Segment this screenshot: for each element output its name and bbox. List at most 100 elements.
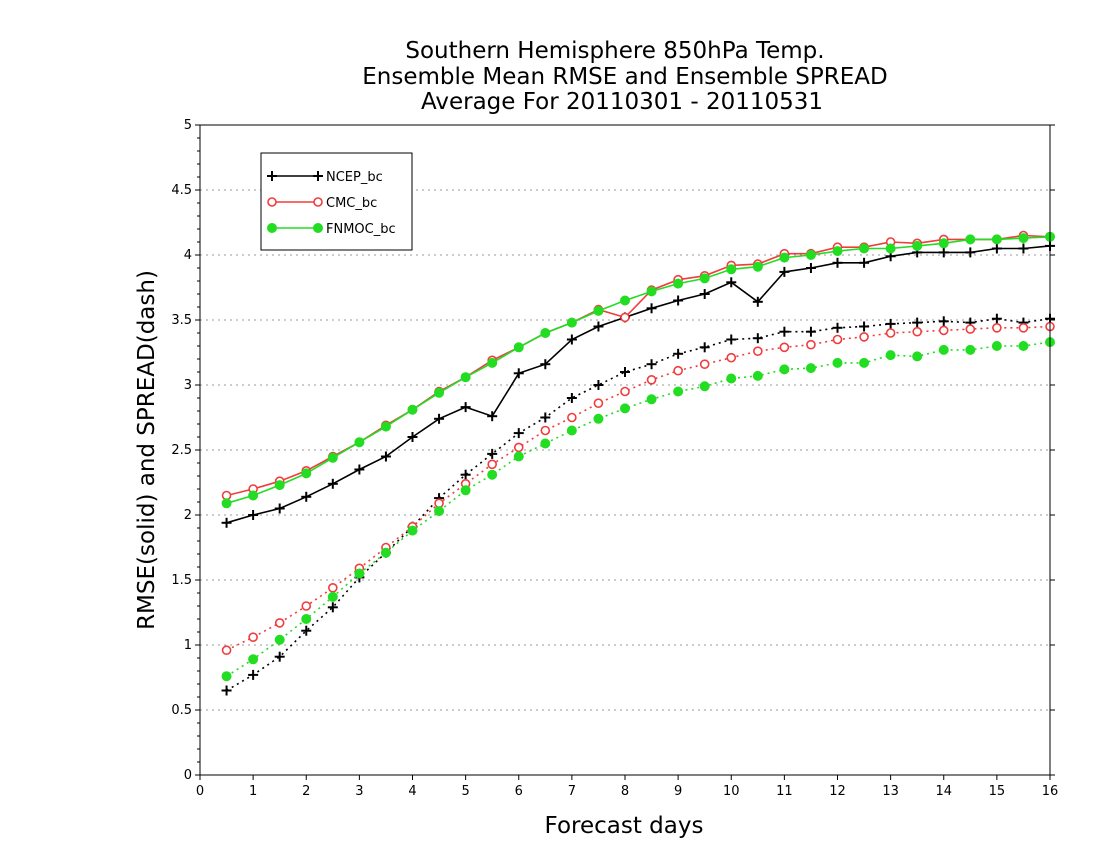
data-point-ncep-bc-rmse <box>460 402 471 413</box>
legend-marker <box>267 223 277 233</box>
data-point-fnmoc-bc-rmse <box>779 252 790 263</box>
data-point-fnmoc-bc-rmse <box>354 437 365 448</box>
data-point-cmc-bc-spread <box>673 365 683 376</box>
legend-label: CMC_bc <box>326 196 377 211</box>
chart-title-line-2: Ensemble Mean RMSE and Ensemble SPREAD <box>362 64 887 90</box>
x-tick-label: 2 <box>302 784 310 799</box>
data-point-cmc-bc-spread <box>540 425 551 436</box>
y-tick-label: 0.5 <box>171 703 192 718</box>
data-point-ncep-bc-rmse <box>407 432 418 442</box>
data-point-ncep-bc-rmse <box>699 289 710 299</box>
y-tick-label: 0 <box>184 768 192 783</box>
data-point-ncep-bc-rmse <box>779 266 790 277</box>
data-point-fnmoc-bc-spread <box>885 350 896 361</box>
data-point-cmc-bc-rmse <box>620 312 630 323</box>
data-point-ncep-bc-rmse <box>487 411 498 422</box>
data-point-fnmoc-bc-spread <box>301 614 312 624</box>
x-tick-label: 11 <box>776 784 793 799</box>
data-point-cmc-bc-spread <box>992 322 1002 333</box>
data-point-fnmoc-bc-rmse <box>673 278 684 289</box>
data-point-cmc-bc-spread <box>567 412 577 423</box>
data-point-fnmoc-bc-spread <box>752 370 763 381</box>
data-point-fnmoc-bc-rmse <box>513 342 524 353</box>
data-point-fnmoc-bc-spread <box>407 525 418 536</box>
data-point-fnmoc-bc-spread <box>540 438 551 449</box>
legend-label: NCEP_bc <box>326 170 383 185</box>
legend-marker <box>313 197 323 207</box>
data-point-ncep-bc-rmse <box>221 517 232 528</box>
data-point-cmc-bc-spread <box>806 339 816 350</box>
data-point-cmc-bc-spread <box>248 632 258 643</box>
data-point-ncep-bc-rmse <box>301 491 312 502</box>
data-point-ncep-bc-rmse <box>726 277 737 288</box>
legend-label: FNMOC_bc <box>326 222 396 237</box>
data-point-fnmoc-bc-spread <box>566 425 577 436</box>
data-point-fnmoc-bc-spread <box>327 591 338 602</box>
data-point-ncep-bc-spread <box>221 685 232 696</box>
data-point-ncep-bc-rmse <box>938 247 949 258</box>
series-ncep-bc-rmse <box>221 240 1055 528</box>
data-point-fnmoc-bc-rmse <box>566 317 577 328</box>
data-point-fnmoc-bc-spread <box>274 634 285 645</box>
data-point-ncep-bc-rmse <box>991 243 1002 254</box>
series-fnmoc-bc-rmse <box>221 231 1055 509</box>
data-point-fnmoc-bc-rmse <box>274 480 285 491</box>
data-point-fnmoc-bc-rmse <box>487 357 498 368</box>
data-point-cmc-bc-spread <box>779 342 790 353</box>
data-point-fnmoc-bc-rmse <box>646 286 657 297</box>
data-point-ncep-bc-rmse <box>513 368 524 379</box>
data-point-fnmoc-bc-spread <box>487 469 498 480</box>
x-tick-label: 12 <box>829 784 846 799</box>
data-point-fnmoc-bc-spread <box>354 568 365 579</box>
data-point-cmc-bc-spread <box>513 442 524 453</box>
series-line-ncep-bc-spread <box>226 317 1051 692</box>
data-point-ncep-bc-rmse <box>434 413 445 424</box>
legend-marker <box>313 223 323 233</box>
y-tick-label: 1 <box>184 638 192 653</box>
data-point-cmc-bc-spread <box>699 359 710 370</box>
data-point-fnmoc-bc-spread <box>912 351 923 362</box>
data-point-fnmoc-bc-rmse <box>434 387 445 398</box>
series-cmc-bc-rmse <box>221 230 1055 501</box>
data-point-ncep-bc-spread <box>513 428 524 439</box>
y-axis-title: RMSE(solid) and SPREAD(dash) <box>134 270 160 630</box>
data-point-ncep-bc-spread <box>248 669 259 680</box>
data-point-ncep-bc-rmse <box>673 295 684 306</box>
data-point-fnmoc-bc-rmse <box>221 498 232 509</box>
data-point-fnmoc-bc-rmse <box>752 261 763 272</box>
data-point-fnmoc-bc-spread <box>832 357 843 368</box>
series-group <box>221 230 1055 696</box>
data-point-fnmoc-bc-spread <box>460 485 471 496</box>
x-tick-label: 5 <box>461 784 469 799</box>
data-point-ncep-bc-spread <box>540 412 551 423</box>
data-point-fnmoc-bc-rmse <box>301 468 312 479</box>
data-point-cmc-bc-spread <box>593 398 604 409</box>
data-point-fnmoc-bc-rmse <box>938 238 949 249</box>
data-point-fnmoc-bc-rmse <box>620 295 630 306</box>
data-point-fnmoc-bc-spread <box>513 451 524 462</box>
data-point-ncep-bc-rmse <box>646 303 657 314</box>
y-tick-label: 2 <box>184 508 192 523</box>
x-tick-label: 9 <box>674 784 682 799</box>
x-tick-label: 1 <box>249 784 257 799</box>
data-point-fnmoc-bc-rmse <box>885 243 896 254</box>
data-point-cmc-bc-spread <box>965 324 976 334</box>
series-line-fnmoc-bc-spread <box>226 341 1051 677</box>
data-point-cmc-bc-spread <box>221 645 232 656</box>
data-point-cmc-bc-spread <box>726 352 737 363</box>
data-point-fnmoc-bc-spread <box>938 344 949 355</box>
data-point-ncep-bc-rmse <box>1018 243 1029 254</box>
data-point-fnmoc-bc-spread <box>965 344 976 355</box>
data-point-ncep-bc-spread <box>885 318 896 329</box>
data-point-fnmoc-bc-spread <box>699 381 710 392</box>
data-point-ncep-bc-spread <box>726 334 737 345</box>
legend: NCEP_bc CMC_bc FNMOC_bc <box>260 152 413 251</box>
data-point-fnmoc-bc-spread <box>673 386 684 397</box>
legend-item-fnmoc-bc: FNMOC_bc <box>267 222 396 237</box>
data-point-ncep-bc-spread <box>646 359 657 370</box>
data-point-fnmoc-bc-spread <box>620 403 630 414</box>
x-tick-label: 4 <box>408 784 416 799</box>
data-point-ncep-bc-spread <box>460 469 471 480</box>
x-tick-label: 16 <box>1042 784 1059 799</box>
